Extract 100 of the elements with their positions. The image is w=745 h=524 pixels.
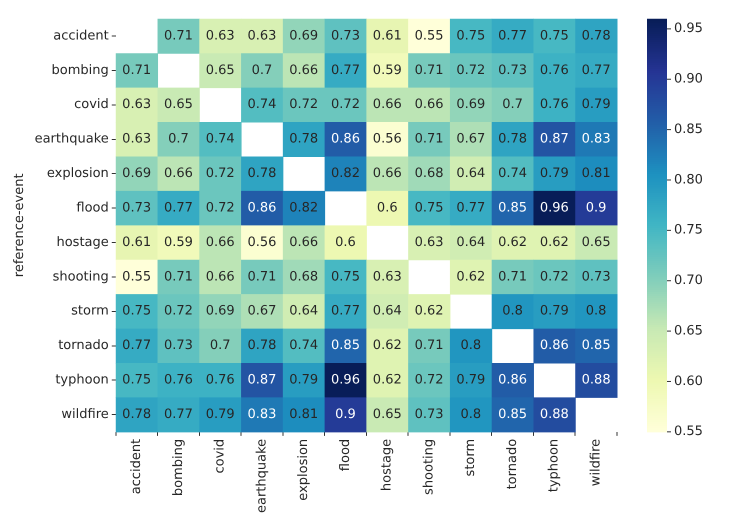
data-label: 0.79 [540, 304, 569, 319]
color-bar-label: 0.65 [674, 323, 703, 338]
data-label: 0.73 [498, 62, 528, 78]
data-label: 0.73 [414, 407, 444, 422]
data-label: 0.79 [582, 97, 611, 112]
data-label: 0.7 [502, 97, 523, 112]
data-label: 0.85 [582, 338, 611, 354]
data-label: 0.87 [247, 372, 276, 388]
data-label: 0.64 [289, 304, 318, 319]
x-tick-label: typhoon [546, 438, 562, 492]
data-label: 0.63 [247, 28, 276, 44]
data-label: 0.78 [498, 132, 528, 147]
data-label: 0.8 [586, 304, 606, 319]
data-label: 0.77 [498, 28, 528, 44]
data-label: 0.64 [456, 234, 486, 250]
data-label: 0.72 [331, 97, 360, 112]
data-label: 0.73 [582, 269, 611, 284]
data-label: 0.76 [164, 372, 193, 388]
y-axis-title: reference-event [12, 173, 28, 278]
data-label: 0.73 [164, 338, 193, 354]
y-tick-label: hostage [56, 234, 109, 250]
x-tick-label: tornado [504, 438, 520, 490]
color-bar-label: 0.55 [674, 424, 703, 440]
data-label: 0.62 [372, 372, 402, 388]
color-bar-label: 0.60 [674, 374, 703, 389]
data-label: 0.75 [122, 372, 152, 388]
data-label: 0.56 [372, 132, 402, 147]
color-bar-label: 0.80 [674, 172, 703, 188]
color-bar-label: 0.70 [674, 273, 703, 288]
data-label: 0.76 [540, 62, 569, 78]
data-label: 0.63 [206, 28, 235, 44]
data-label: 0.85 [331, 338, 360, 354]
data-label: 0.96 [540, 200, 569, 216]
data-label: 0.75 [540, 28, 569, 44]
y-tick-label: wildfire [61, 407, 109, 422]
data-label: 0.77 [331, 304, 360, 319]
data-label: 0.61 [122, 234, 152, 250]
color-bar-label: 0.85 [674, 122, 703, 137]
y-tick-label: explosion [46, 166, 109, 182]
data-label: 0.68 [414, 166, 444, 182]
data-label: 0.77 [331, 62, 360, 78]
data-label: 0.72 [164, 304, 193, 319]
data-label: 0.66 [206, 234, 235, 250]
data-label: 0.65 [372, 407, 402, 422]
data-label: 0.72 [456, 62, 486, 78]
data-label: 0.75 [456, 28, 486, 44]
data-label: 0.71 [414, 62, 444, 78]
data-label: 0.87 [540, 132, 569, 147]
y-tick-label: typhoon [55, 372, 109, 388]
data-label: 0.8 [460, 338, 482, 354]
data-label: 0.63 [414, 234, 444, 250]
data-label: 0.61 [372, 28, 402, 44]
data-label: 0.86 [498, 372, 528, 388]
data-label: 0.85 [498, 407, 528, 422]
data-label: 0.72 [289, 97, 318, 112]
data-label: 0.6 [335, 234, 356, 250]
data-label: 0.66 [372, 166, 402, 182]
data-label: 0.78 [582, 28, 611, 44]
data-label: 0.71 [164, 28, 193, 44]
data-label: 0.65 [164, 97, 193, 112]
x-tick-label: accident [129, 438, 144, 494]
data-label: 0.83 [582, 132, 611, 147]
data-label: 0.79 [206, 407, 235, 422]
data-label: 0.81 [582, 166, 611, 182]
data-label: 0.68 [289, 269, 318, 284]
data-label: 0.72 [206, 200, 235, 216]
data-label: 0.59 [372, 62, 402, 78]
data-label: 0.77 [122, 338, 152, 354]
data-label: 0.65 [206, 62, 235, 78]
data-label: 0.63 [122, 132, 152, 147]
data-label: 0.76 [206, 372, 235, 388]
color-bar-label: 0.95 [674, 21, 703, 36]
data-label: 0.64 [456, 166, 486, 182]
data-label: 0.59 [164, 234, 193, 250]
data-label: 0.66 [289, 234, 318, 250]
y-tick-label: covid [74, 97, 109, 112]
data-label: 0.8 [502, 304, 523, 319]
data-label: 0.6 [376, 200, 398, 216]
data-label: 0.67 [247, 304, 276, 319]
data-label: 0.9 [586, 200, 606, 216]
data-label: 0.56 [247, 234, 276, 250]
data-label: 0.69 [456, 97, 486, 112]
data-label: 0.66 [414, 97, 444, 112]
data-label: 0.9 [335, 407, 356, 422]
data-label: 0.69 [289, 28, 318, 44]
data-label: 0.71 [414, 132, 444, 147]
data-label: 0.55 [414, 28, 444, 44]
data-label: 0.77 [582, 62, 611, 78]
color-bar-label: 0.75 [674, 222, 703, 238]
data-label: 0.86 [331, 132, 360, 147]
data-label: 0.67 [456, 132, 486, 147]
data-label: 0.71 [498, 269, 528, 284]
data-label: 0.72 [414, 372, 444, 388]
data-label: 0.62 [456, 269, 486, 284]
data-label: 0.65 [582, 234, 611, 250]
data-label: 0.81 [289, 407, 318, 422]
x-tick-label: storm [463, 438, 478, 476]
data-label: 0.88 [540, 407, 569, 422]
x-tick-label: bombing [170, 438, 186, 496]
data-label: 0.79 [456, 372, 486, 388]
